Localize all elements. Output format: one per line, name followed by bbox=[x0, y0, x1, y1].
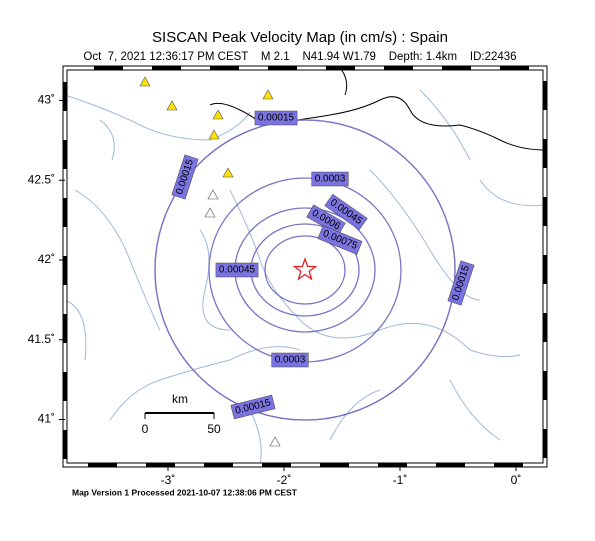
contour-label-box bbox=[317, 225, 363, 255]
station bbox=[166, 100, 178, 111]
contour-label-text: 0.0003 bbox=[315, 174, 346, 185]
contour-label: 0.0003 bbox=[311, 171, 349, 187]
contour bbox=[154, 119, 456, 421]
station bbox=[139, 76, 151, 87]
lon-tick-label: -1˚ bbox=[393, 473, 408, 487]
axis-ticks: -3˚ -2˚ -1˚ 0˚ 43˚ 42.5˚ 42˚ 41.5˚ 41˚ bbox=[28, 93, 522, 488]
contour-label: 0.00045 bbox=[215, 262, 259, 278]
lat-tick-label: 43˚ bbox=[38, 93, 55, 107]
station bbox=[204, 207, 216, 218]
contour-label-box bbox=[311, 171, 349, 187]
contour-label: 0.00015 bbox=[230, 394, 276, 420]
contour-label-text: 0.00015 bbox=[258, 113, 295, 124]
contour-label: 0.0003 bbox=[271, 352, 309, 368]
title: SISCAN Peak Velocity Map (in cm/s) : Spa… bbox=[152, 29, 448, 46]
station bbox=[212, 109, 224, 120]
contour-label-box bbox=[171, 154, 199, 200]
contour-label: 0.00015 bbox=[254, 110, 298, 126]
contour-label-box bbox=[324, 193, 368, 231]
lon-tick-label: 0˚ bbox=[511, 473, 522, 487]
contour-label-box bbox=[306, 204, 346, 236]
contour-label-text: 0.0003 bbox=[275, 355, 306, 366]
scale-unit: km bbox=[172, 392, 188, 406]
scale-bar: km 0 50 bbox=[142, 392, 221, 436]
contour-label-box bbox=[254, 110, 298, 126]
subtitle: Oct 7, 2021 12:36:17 PM CEST M 2.1 N41.9… bbox=[83, 51, 516, 63]
contour-label-box bbox=[230, 394, 276, 420]
lon-tick-label: -3˚ bbox=[161, 473, 176, 487]
epicenter bbox=[292, 257, 318, 281]
scale-label: 50 bbox=[207, 422, 221, 436]
station bbox=[262, 89, 274, 100]
stations bbox=[139, 76, 281, 447]
lat-tick-label: 42.5˚ bbox=[28, 172, 55, 186]
contour-label-box bbox=[447, 260, 475, 306]
lat-tick-label: 42˚ bbox=[38, 252, 55, 266]
scale-label: 0 bbox=[142, 422, 149, 436]
station bbox=[208, 129, 220, 140]
station bbox=[222, 167, 234, 178]
contour-label-box bbox=[271, 352, 309, 368]
map-frame bbox=[62, 65, 548, 468]
lon-tick-label: -2˚ bbox=[277, 473, 292, 487]
footer: Map Version 1 Processed 2021-10-07 12:38… bbox=[72, 487, 298, 497]
station bbox=[269, 436, 281, 447]
contour bbox=[264, 235, 346, 305]
contour-label-text: 0.00045 bbox=[219, 265, 256, 276]
lat-tick-label: 41.5˚ bbox=[28, 332, 55, 346]
lat-tick-label: 41˚ bbox=[38, 412, 55, 426]
contour-label-box bbox=[215, 262, 259, 278]
station bbox=[207, 189, 219, 200]
